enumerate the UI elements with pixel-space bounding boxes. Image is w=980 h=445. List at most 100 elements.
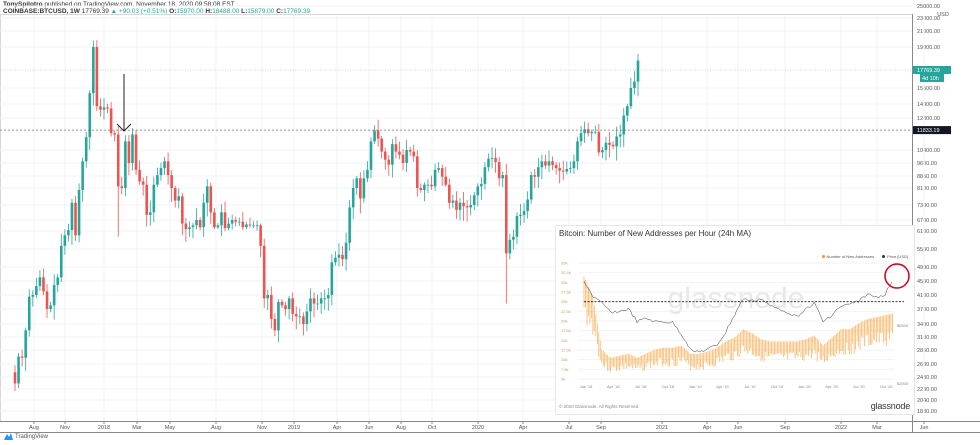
y-tick-label: 7300.00: [917, 203, 937, 209]
candle-up: [237, 221, 241, 223]
x-tick-label: May: [165, 425, 176, 431]
candle-up: [633, 81, 636, 88]
x-tick-label: Jun: [734, 425, 743, 431]
y-tick-label: 23000.00: [917, 16, 940, 22]
glassnode-watermark: glassnode: [668, 282, 805, 315]
candle-down: [74, 202, 77, 236]
inset-price-label: $2000: [897, 381, 909, 386]
candle-up: [287, 298, 291, 309]
candle-down: [462, 202, 465, 207]
candle-up: [131, 134, 134, 163]
candle-up: [344, 242, 348, 260]
candle-down: [497, 162, 501, 179]
x-tick-label: Nov: [60, 425, 70, 431]
last-price: 17769.39: [81, 8, 109, 15]
candle-down: [448, 184, 451, 203]
candle-down: [551, 161, 554, 166]
candle-up: [348, 207, 351, 243]
x-tick-label: Jun: [365, 425, 374, 431]
countdown-label: 4d 10h: [922, 76, 939, 82]
level-label-bg: [913, 126, 951, 135]
price-change: ▲ +90.03 (+0.51%): [110, 8, 168, 15]
inset-plot: 35k 32.5k 30k 27.5k 25k 22.5k 20k 17.5k 15k 12.5k…: [561, 261, 910, 389]
new-addresses-series: [583, 276, 893, 373]
x-tick-label: Aug: [396, 425, 406, 431]
y-tick-label: 12800.00: [917, 116, 940, 122]
candle-down: [116, 134, 120, 187]
inset-x-label: Oct '19: [771, 384, 784, 389]
x-tick-label: Apr: [333, 425, 342, 431]
inset-y-label: 15k: [561, 338, 567, 343]
candle-down: [223, 212, 227, 229]
x-tick-label: Mar: [872, 425, 882, 431]
candle-down: [145, 184, 149, 215]
candle-down: [455, 200, 458, 210]
y-tick-label: 3400.00: [917, 322, 937, 328]
candle-up: [59, 245, 63, 278]
candle-up: [195, 220, 198, 226]
candle-up: [81, 161, 84, 191]
candle-down: [120, 186, 124, 188]
inset-x-label: Oct '18: [662, 384, 675, 389]
inset-x-label: Oct '20: [880, 384, 893, 389]
candle-down: [380, 138, 383, 152]
y-tick-label: 9600.00: [917, 161, 937, 167]
inset-y-label: 20k: [561, 319, 567, 324]
candle-up: [487, 158, 490, 168]
inset-legend: Number of New Addresses Price [USD]: [821, 254, 908, 259]
x-tick-label: Aug: [211, 425, 221, 431]
y-tick-label: 1880.00: [917, 409, 937, 415]
countdown-bg: [920, 74, 944, 82]
x-tick-label: 2020: [472, 425, 484, 431]
candle-up: [88, 93, 92, 138]
x-tick-label: Aug: [29, 425, 39, 431]
current-price-label: 17769.39: [917, 68, 940, 74]
candle-down: [213, 212, 216, 228]
candle-down: [95, 47, 99, 107]
y-tick-label: 6100.00: [917, 229, 937, 235]
candle-up: [38, 277, 42, 287]
candle-up: [426, 184, 430, 186]
open-value: 15970.00: [176, 8, 204, 15]
candle-down: [504, 175, 508, 254]
inset-x-label: Apr '20: [825, 384, 838, 389]
candle-up: [622, 115, 626, 135]
candle-up: [202, 202, 205, 228]
highlight-circle: [884, 263, 910, 289]
x-tick-label: Nov: [257, 425, 267, 431]
candle-up: [334, 257, 337, 263]
inset-x-label: Apr '18: [607, 384, 620, 389]
tradingview-logo[interactable]: TradingView: [4, 433, 48, 440]
candle-down: [198, 220, 202, 228]
candle-up: [547, 161, 551, 166]
symbol: COINBASE:BTCUSD, 1W: [3, 8, 80, 15]
candle-down: [398, 151, 401, 155]
candle-up: [629, 88, 633, 107]
price-series: [583, 280, 893, 353]
candle-up: [469, 205, 472, 208]
candle-down: [465, 206, 469, 208]
inset-y-label: 30k: [561, 280, 567, 285]
candle-down: [241, 221, 245, 228]
inset-y-label: 35k: [561, 261, 567, 266]
candle-down: [376, 130, 380, 139]
candle-up: [191, 225, 195, 228]
candle-up: [593, 131, 597, 133]
candle-up: [309, 298, 312, 312]
close-value: 17769.39: [283, 8, 311, 15]
candle-up: [56, 277, 60, 286]
candle-up: [255, 225, 259, 227]
candle-up: [615, 136, 618, 147]
y-tick-label: 21000.00: [917, 29, 940, 35]
publish-info: TonySpilotro published on TradingView.co…: [3, 1, 235, 8]
candle-down: [134, 134, 138, 170]
candle-down: [444, 176, 448, 185]
low-label: L:: [241, 8, 248, 15]
candle-up: [583, 129, 586, 134]
candle-down: [419, 188, 423, 191]
inset-title: Bitcoin: Number of New Addresses per Hou…: [559, 229, 752, 238]
candle-up: [31, 295, 35, 297]
inset-y-label: 32.5k: [561, 270, 571, 275]
candle-down: [312, 298, 316, 304]
candle-up: [490, 158, 494, 159]
